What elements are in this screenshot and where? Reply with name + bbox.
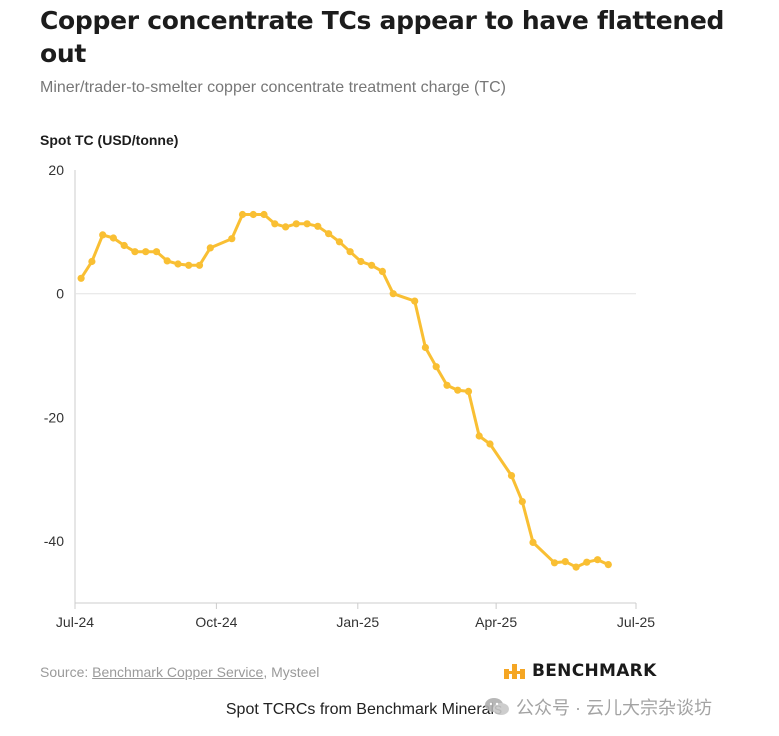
data-point — [486, 440, 494, 448]
data-point — [163, 257, 171, 265]
data-point — [303, 220, 311, 228]
data-point — [454, 386, 462, 394]
data-point — [325, 230, 333, 238]
x-tick-label: Jul-24 — [56, 614, 94, 630]
data-point — [249, 210, 257, 219]
y-axis-label: Spot TC (USD/tonne) — [40, 132, 179, 148]
data-point — [120, 241, 128, 250]
data-point — [432, 363, 440, 371]
data-point — [131, 248, 139, 256]
data-point — [561, 558, 569, 566]
x-tick-label: Jul-25 — [617, 614, 655, 630]
data-point — [529, 538, 537, 547]
data-point — [271, 220, 279, 228]
x-tick-label: Jan-25 — [336, 614, 379, 630]
data-point — [282, 223, 290, 231]
benchmark-logo: BENCHMARK — [502, 661, 657, 681]
data-point — [314, 222, 322, 230]
chart-title: Copper concentrate TCs appear to have fl… — [40, 6, 725, 68]
benchmark-logo-icon — [504, 664, 525, 679]
data-point — [604, 561, 612, 569]
data-point — [443, 381, 451, 389]
y-tick-label: -20 — [44, 409, 64, 425]
data-point — [464, 387, 473, 395]
data-point — [368, 261, 376, 269]
data-point — [507, 472, 516, 480]
data-point — [228, 235, 236, 243]
y-tick-label: 20 — [48, 162, 64, 178]
data-point — [594, 556, 602, 564]
data-point — [260, 210, 268, 219]
data-point — [206, 244, 214, 252]
data-point — [195, 261, 204, 269]
data-point — [99, 231, 107, 239]
source-suffix: , Mysteel — [263, 664, 320, 680]
data-point — [238, 210, 247, 219]
watermark-text: 公众号 · 云儿大宗杂谈坊 — [516, 698, 712, 718]
data-point — [389, 290, 397, 298]
data-point — [583, 558, 591, 566]
y-tick-label: -40 — [44, 533, 64, 549]
data-point — [77, 274, 85, 282]
wechat-icon — [485, 698, 509, 715]
data-point — [185, 261, 193, 269]
data-point — [475, 432, 483, 440]
data-point — [152, 248, 161, 256]
data-point — [346, 248, 354, 256]
data-point — [550, 559, 559, 567]
wechat-watermark: 公众号 · 云儿大宗杂谈坊 — [484, 694, 712, 720]
data-point — [518, 498, 526, 506]
benchmark-logo-text: BENCHMARK — [532, 661, 657, 681]
source-prefix: Source: — [40, 664, 93, 680]
data-point — [378, 267, 386, 275]
data-point — [421, 343, 429, 352]
data-point — [411, 297, 419, 305]
data-point — [292, 220, 300, 228]
data-point — [142, 248, 150, 256]
image-caption: Spot TCRCs from Benchmark Minerals — [225, 701, 503, 718]
data-point — [335, 238, 343, 246]
y-tick-label: 0 — [56, 286, 64, 302]
series-line — [79, 213, 610, 569]
source-note: Source: Benchmark Copper Service, Mystee… — [40, 664, 319, 680]
source-link[interactable]: Benchmark Copper Service — [92, 664, 264, 680]
data-point — [357, 257, 365, 266]
data-point — [109, 234, 117, 242]
data-point — [572, 563, 580, 571]
x-tick-label: Oct-24 — [195, 614, 237, 630]
line-chart: 20 0 -20 -40 Jul-24 Oct-24 Jan-25 Apr-25 Jul-25 — [44, 162, 656, 630]
data-point — [88, 257, 96, 266]
x-tick-label: Apr-25 — [475, 614, 517, 630]
data-point — [174, 260, 182, 268]
chart-subtitle: Miner/trader-to-smelter copper concentra… — [40, 79, 506, 96]
